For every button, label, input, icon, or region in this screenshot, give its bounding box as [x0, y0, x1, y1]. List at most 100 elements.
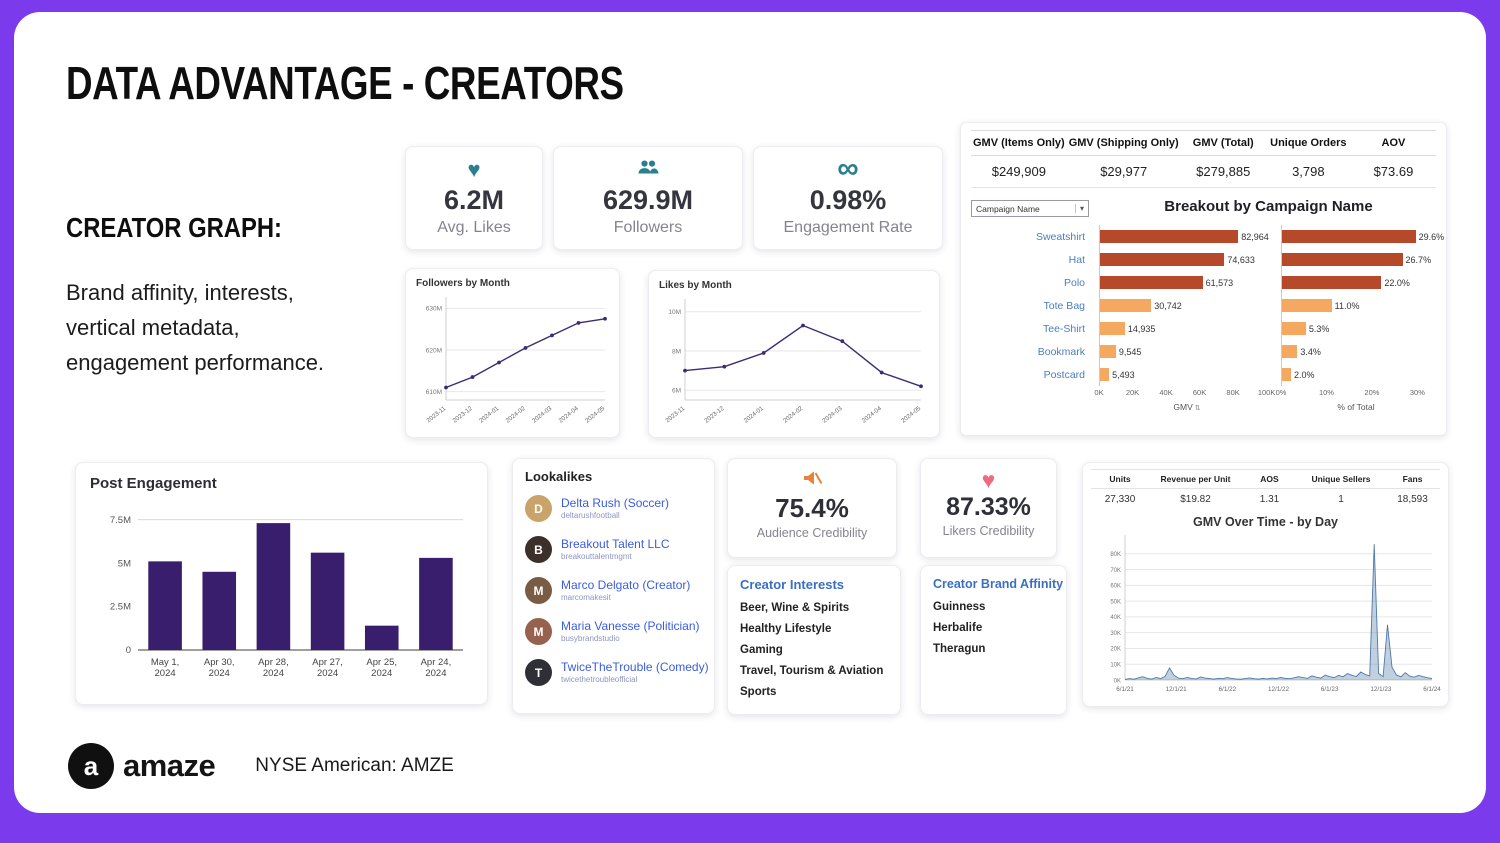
- svg-text:Apr 30,2024: Apr 30, 2024: [204, 657, 235, 679]
- gmv-bar-cell: 82,964: [1099, 225, 1275, 248]
- stock-ticker: NYSE American: AMZE: [255, 755, 454, 776]
- gmv-bar-cell: 5,493: [1099, 363, 1275, 386]
- lookalike-name[interactable]: Delta Rush (Soccer): [561, 495, 670, 510]
- description-line: engagement performance.: [66, 349, 325, 375]
- lookalike-item[interactable]: M Maria Vanesse (Politician) busybrandst…: [525, 618, 702, 645]
- axis-tick-label: 40K: [1159, 388, 1173, 397]
- breakout-row: Hat 74,633 26.7%: [971, 248, 1436, 271]
- audience-credibility-label: Audience Credibility: [756, 526, 868, 540]
- affinity-item: Theragun: [933, 643, 986, 655]
- post-engagement-bar-chart: 0 2.5M 5M 7.5M May 1, 2024 Apr 30, 2024 Apr 28, 2…: [110, 515, 463, 679]
- bar: [1282, 368, 1292, 381]
- sort-icon[interactable]: ⇅: [1194, 405, 1201, 412]
- breakout-bar-chart: Sweatshirt 82,964 29.6% Hat 74,633 26.7% Polo 6…: [971, 225, 1444, 386]
- column-header: GMV (Items Only): [971, 131, 1067, 156]
- bar-value-label: 3.4%: [1300, 346, 1321, 357]
- campaign-label: Tee-Shirt: [1042, 322, 1085, 335]
- svg-text:2024-01: 2024-01: [743, 405, 766, 425]
- slide-title: DATA ADVANTAGE - CREATORS: [66, 57, 624, 109]
- heart-icon: ♥: [467, 157, 481, 182]
- chart-title: Likes by Month: [659, 280, 732, 291]
- column-header: Unique Sellers: [1297, 470, 1385, 489]
- lookalike-name[interactable]: Breakout Talent LLC: [561, 536, 670, 551]
- breakout-row: Postcard 5,493 2.0%: [971, 363, 1436, 386]
- svg-text:6/1/21: 6/1/21: [1116, 686, 1134, 693]
- column-header: AOS: [1242, 470, 1297, 489]
- lookalike-item[interactable]: T TwiceTheTrouble (Comedy) twicethetroub…: [525, 659, 709, 686]
- gmv-over-time-line-chart: 0K 10K 20K 30K 40K 50K 60K 70K 80K 6/1/21 12/1/21 6…: [1110, 535, 1441, 693]
- column-value: $29,977: [1100, 164, 1148, 179]
- campaign-label: Hat: [1068, 253, 1085, 266]
- slide-card: DATA ADVANTAGE - CREATORS CREATOR GRAPH:…: [14, 12, 1486, 813]
- campaign-label: Postcard: [1043, 368, 1085, 381]
- breakout-title: Breakout by Campaign Name: [1164, 198, 1373, 215]
- avatar: M: [525, 577, 552, 604]
- followers-value: 629.9M: [602, 185, 694, 215]
- gmv-bar-cell: 61,573: [1099, 271, 1275, 294]
- chart-title: Followers by Month: [416, 278, 510, 289]
- svg-text:2024-05: 2024-05: [584, 405, 607, 425]
- kpi-card-avg-likes: ♥ 6.2M Avg. Likes: [405, 146, 543, 250]
- breakout-axis-captions: GMV ⇅ % of Total: [971, 399, 1436, 415]
- chevron-down-icon[interactable]: ▾: [1074, 204, 1084, 213]
- bar-value-label: 30,742: [1154, 300, 1182, 311]
- units-table-column: Unique Sellers 1: [1297, 470, 1385, 510]
- engagement-rate-value: 0.98%: [809, 185, 887, 215]
- pct-axis-ticks: 0% 10% 20% 30%: [1276, 386, 1431, 399]
- bar: [1282, 253, 1403, 266]
- column-header: Fans: [1385, 470, 1440, 489]
- lookalike-handle: deltarushfootball: [561, 511, 620, 521]
- axis-tick-label: 10%: [1318, 388, 1334, 397]
- column-header: Revenue per Unit: [1149, 470, 1242, 489]
- avatar: T: [525, 659, 552, 686]
- creator-graph-heading: CREATOR GRAPH:: [66, 212, 282, 243]
- pct-axis-caption: % of Total: [1337, 402, 1375, 412]
- campaign-label: Polo: [1063, 276, 1085, 289]
- breakout-row: Tote Bag 30,742 11.0%: [971, 294, 1436, 317]
- svg-text:630M: 630M: [426, 306, 442, 313]
- gmv-axis-ticks: 0K 20K 40K 60K 80K 100K: [1094, 386, 1275, 399]
- campaign-label: Sweatshirt: [1035, 230, 1085, 243]
- interest-item: Sports: [740, 686, 777, 698]
- lookalike-name[interactable]: TwiceTheTrouble (Comedy): [561, 659, 709, 674]
- gmv-table-column: Unique Orders 3,798: [1265, 131, 1351, 187]
- lookalike-name[interactable]: Maria Vanesse (Politician): [561, 618, 700, 633]
- post-engagement-card: Post Engagement 0 2.5M 5M 7.5M May 1, 2024 Apr…: [75, 462, 488, 705]
- lookalikes-card: Lookalikes D Delta Rush (Soccer) deltaru…: [512, 458, 715, 714]
- svg-text:70K: 70K: [1110, 568, 1121, 574]
- svg-text:610M: 610M: [426, 389, 442, 396]
- lookalike-item[interactable]: B Breakout Talent LLC breakouttalentmgmt: [525, 536, 702, 563]
- svg-text:5M: 5M: [118, 558, 131, 569]
- lookalike-name[interactable]: Marco Delgato (Creator): [561, 577, 691, 592]
- svg-text:30K: 30K: [1110, 631, 1121, 637]
- gmv-table-column: GMV (Shipping Only) $29,977: [1066, 131, 1181, 187]
- campaign-name-dropdown[interactable]: Campaign Name ▾: [971, 200, 1089, 217]
- svg-text:2024-03: 2024-03: [531, 405, 554, 425]
- likers-credibility-label: Likers Credibility: [942, 524, 1035, 538]
- pct-bar-cell: 26.7%: [1281, 248, 1431, 271]
- axis-tick-label: 20%: [1364, 388, 1380, 397]
- breakout-axis: 0K 20K 40K 60K 80K 100K 0% 10% 20% 30%: [971, 386, 1436, 399]
- engagement-rate-label: Engagement Rate: [783, 219, 913, 236]
- bar: [1100, 253, 1225, 266]
- followers-label: Followers: [613, 219, 683, 236]
- bar-value-label: 11.0%: [1334, 300, 1360, 311]
- heart-icon: ♥: [981, 467, 996, 493]
- affinity-item: Guinness: [933, 601, 986, 613]
- likes-line-chart: 6M 8M 10M 2023-11 2023-12 2024-01 2024-02 2024-…: [664, 299, 923, 425]
- svg-text:2.5M: 2.5M: [110, 602, 131, 613]
- axis-tick-label: 60K: [1192, 388, 1207, 397]
- svg-text:2023-11: 2023-11: [664, 405, 686, 425]
- lookalike-item[interactable]: D Delta Rush (Soccer) deltarushfootball: [525, 495, 702, 522]
- bar-value-label: 29.6%: [1418, 231, 1445, 242]
- lookalike-item[interactable]: M Marco Delgato (Creator) marcomakesit: [525, 577, 702, 604]
- axis-tick-label: 80K: [1226, 388, 1240, 397]
- column-header: GMV (Total): [1180, 131, 1266, 156]
- bar: [1282, 230, 1416, 243]
- svg-text:20K: 20K: [1110, 647, 1121, 653]
- axis-tick-label: 20K: [1125, 388, 1140, 397]
- gmv-bar-cell: 9,545: [1099, 340, 1275, 363]
- creator-interests-card: Creator Interests Beer, Wine & Spirits H…: [727, 565, 901, 715]
- units-table-column: Units 27,330: [1091, 470, 1149, 510]
